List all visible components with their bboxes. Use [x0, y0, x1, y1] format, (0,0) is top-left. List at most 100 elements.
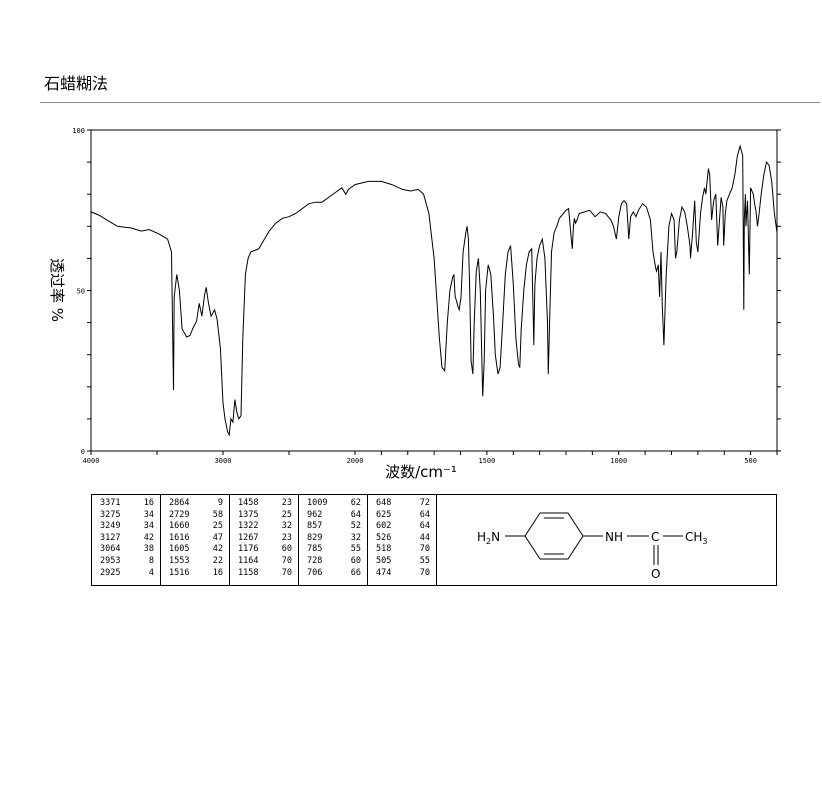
x-tick-label: 3000 — [215, 457, 232, 465]
peak-wavenumber: 648 — [376, 498, 392, 508]
structure-panel: H2N NH C CH3 O — [437, 495, 776, 585]
peak-transmittance: 55 — [350, 544, 361, 555]
peak-wavenumber: 1164 — [238, 555, 259, 566]
peak-wavenumber: 474 — [376, 567, 392, 578]
y-tick-label: 0 — [81, 448, 85, 456]
peak-wavenumber: 602 — [376, 521, 392, 532]
peak-transmittance: 70 — [281, 567, 292, 578]
peak-row: 1458 23 — [230, 498, 298, 510]
peak-wavenumber: 3064 — [100, 544, 121, 555]
peak-transmittance: 32 — [350, 532, 361, 543]
peak-row: 3371 16 — [92, 498, 160, 510]
peak-row: 728 60 — [299, 556, 367, 568]
peak-table-column: 3371 16 3275 34 3249 34 3127 42 3064 38 2953 8 2925 4 — [92, 495, 161, 585]
peak-transmittance: 64 — [419, 509, 430, 520]
peak-row: 1516 16 — [161, 568, 229, 580]
peak-row: 1660 25 — [161, 521, 229, 533]
peak-wavenumber: 1605 — [169, 544, 190, 555]
peak-transmittance: 62 — [350, 498, 361, 508]
oxygen-label: O — [651, 567, 660, 581]
peak-transmittance: 60 — [350, 555, 361, 566]
peak-transmittance: 8 — [148, 555, 154, 566]
peak-row: 3127 42 — [92, 533, 160, 545]
peak-row: 829 32 — [299, 533, 367, 545]
spectrum-line — [90, 144, 778, 437]
x-tick-label: 500 — [744, 457, 757, 465]
peak-row: 2729 58 — [161, 510, 229, 522]
amino-group-label: H2N — [477, 530, 500, 546]
peak-row: 1605 42 — [161, 544, 229, 556]
peak-wavenumber: 625 — [376, 509, 392, 520]
peak-row: 1009 62 — [299, 498, 367, 510]
peak-row: 3275 34 — [92, 510, 160, 522]
peak-table-column: 1009 62 962 64 857 52 829 32 785 55 728 60 706 66 — [299, 495, 368, 585]
x-axis-label: 波数/cm⁻¹ — [385, 463, 457, 481]
peak-table: 3371 16 3275 34 3249 34 3127 42 3064 38 2953 8 2925 4… — [91, 494, 777, 586]
structure-diagram: H2N NH C CH3 O — [477, 512, 708, 581]
peak-table-column: 2864 9 2729 58 1660 25 1616 47 1605 42 1553 22 1516 1… — [161, 495, 230, 585]
axis-ticks — [87, 129, 781, 455]
peak-transmittance: 22 — [212, 555, 223, 566]
plot-frame — [90, 129, 778, 452]
peak-row: 625 64 — [368, 510, 436, 522]
peak-row: 648 72 — [368, 498, 436, 510]
peak-transmittance: 66 — [350, 567, 361, 578]
peak-wavenumber: 518 — [376, 544, 392, 555]
peak-transmittance: 16 — [212, 567, 223, 578]
peak-row: 505 55 — [368, 556, 436, 568]
peak-row: 1176 60 — [230, 544, 298, 556]
peak-wavenumber: 1322 — [238, 521, 259, 532]
peak-wavenumber: 3249 — [100, 521, 121, 532]
peak-wavenumber: 1267 — [238, 532, 259, 543]
peak-transmittance: 32 — [281, 521, 292, 532]
peak-row: 785 55 — [299, 544, 367, 556]
peak-wavenumber: 1375 — [238, 509, 259, 520]
peak-transmittance: 72 — [419, 498, 430, 508]
peak-wavenumber: 2953 — [100, 555, 121, 566]
peak-table-column: 648 72 625 64 602 64 526 44 518 70 505 55 474 70 — [368, 495, 437, 585]
peak-transmittance: 47 — [212, 532, 223, 543]
peak-wavenumber: 3275 — [100, 509, 121, 520]
peak-row: 3064 38 — [92, 544, 160, 556]
peak-row: 1616 47 — [161, 533, 229, 545]
peak-transmittance: 23 — [281, 532, 292, 543]
carbonyl-carbon-label: C — [651, 530, 659, 544]
peak-transmittance: 23 — [281, 498, 292, 508]
peak-wavenumber: 1009 — [307, 498, 328, 508]
peak-row: 1553 22 — [161, 556, 229, 568]
peak-wavenumber: 829 — [307, 532, 323, 543]
peak-row: 1267 23 — [230, 533, 298, 545]
peak-transmittance: 70 — [419, 567, 430, 578]
peak-wavenumber: 857 — [307, 521, 323, 532]
peak-row: 602 64 — [368, 521, 436, 533]
peak-wavenumber: 3371 — [100, 498, 121, 508]
peak-transmittance: 16 — [143, 498, 154, 508]
peak-row: 1158 70 — [230, 568, 298, 580]
peak-transmittance: 44 — [419, 532, 430, 543]
peak-row: 474 70 — [368, 568, 436, 580]
page-title: 石蜡糊法 — [44, 74, 109, 93]
peak-wavenumber: 526 — [376, 532, 392, 543]
peak-wavenumber: 1516 — [169, 567, 190, 578]
peak-row: 518 70 — [368, 544, 436, 556]
peak-wavenumber: 505 — [376, 555, 392, 566]
peak-wavenumber: 1458 — [238, 498, 259, 508]
nh-label: NH — [605, 530, 623, 544]
peak-transmittance: 58 — [212, 509, 223, 520]
peak-row: 526 44 — [368, 533, 436, 545]
peak-wavenumber: 1158 — [238, 567, 259, 578]
peak-transmittance: 25 — [281, 509, 292, 520]
peak-wavenumber: 706 — [307, 567, 323, 578]
peak-transmittance: 64 — [419, 521, 430, 532]
peak-transmittance: 42 — [143, 532, 154, 543]
peak-wavenumber: 2925 — [100, 567, 121, 578]
peak-row: 1164 70 — [230, 556, 298, 568]
peak-transmittance: 55 — [419, 555, 430, 566]
peak-table-column: 1458 23 1375 25 1322 32 1267 23 1176 60 1164 70 1158… — [230, 495, 299, 585]
peak-wavenumber: 1660 — [169, 521, 190, 532]
y-tick-label: 100 — [72, 127, 85, 135]
peak-wavenumber: 785 — [307, 544, 323, 555]
peak-transmittance: 9 — [217, 498, 223, 508]
